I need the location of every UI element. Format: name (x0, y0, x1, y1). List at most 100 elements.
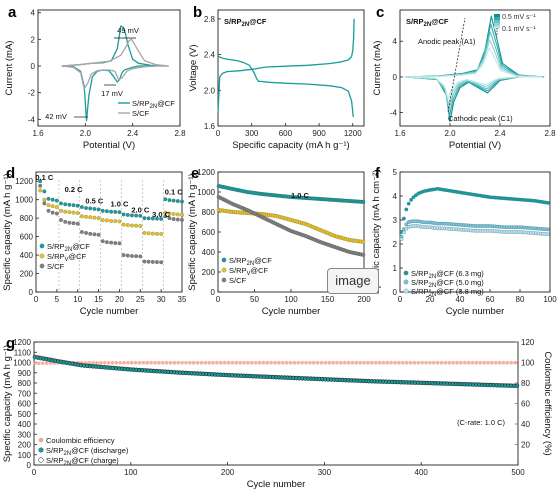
rate-point (155, 216, 159, 221)
rate-point (163, 214, 168, 219)
x-tick-label: 1200 (344, 129, 362, 138)
rate-point (138, 224, 143, 228)
rate-point (109, 240, 113, 245)
coulombic-efficiency-point (153, 360, 157, 365)
rate-point (54, 198, 59, 203)
rate-point (67, 202, 72, 207)
coulombic-efficiency-point (408, 360, 413, 365)
chart-panel-d: d 0 5 10 15 20 25 30 35 0 200 400 600 800 1000 1200 Cyc… (2, 165, 187, 317)
chart-panel-e: e 0 50 100 150 200 0 200 400 600 800 1000 1200 Cycle… (187, 165, 371, 317)
areal-capacity-point (546, 227, 550, 232)
rate-point (150, 231, 155, 236)
y-tick-label: -4 (390, 109, 398, 118)
voltage-profile-discharge (217, 55, 354, 118)
coulombic-efficiency-point (366, 360, 370, 365)
coulombic-efficiency-point (219, 360, 223, 365)
scan-rate-legend-bar (494, 14, 500, 17)
coulombic-efficiency-point (358, 360, 363, 365)
rate-label: 2.0 C (131, 206, 150, 215)
x-tick-label: 100 (124, 468, 138, 477)
coulombic-efficiency-point (397, 360, 401, 365)
x-tick-label: 0 (216, 295, 221, 304)
coulombic-efficiency-point (102, 361, 107, 365)
rate-point (105, 218, 109, 223)
panel-letter-c: c (376, 4, 384, 21)
rate-point (121, 222, 126, 227)
y-tick-label: 700 (18, 389, 32, 398)
areal-capacity-point (404, 222, 409, 227)
coulombic-efficiency-point (311, 360, 316, 365)
rate-point (159, 232, 164, 236)
y-tick-label: 4 (393, 192, 398, 201)
c-rate-annotation: (C-rate: 1.0 C) (457, 418, 505, 427)
x-tick-label: 2.4 (494, 129, 506, 138)
x-tick-label: 5 (55, 295, 60, 304)
cycle-point (361, 252, 366, 257)
x-tick-label: 35 (178, 295, 187, 304)
legend-entry: S/RPV@CF (47, 252, 87, 263)
x-tick-label: 80 (516, 295, 525, 304)
coulombic-efficiency-point (164, 360, 169, 365)
scan-rate-legend-high: 0.5 mV s⁻¹ (502, 14, 536, 21)
y-tick-label: 1.6 (204, 122, 216, 131)
coulombic-efficiency-point (199, 360, 204, 365)
rate-point (96, 232, 101, 237)
plot-area-b: 0 300 600 900 1200 1.6 2.0 2.4 2.8 Specific capac… (188, 9, 365, 151)
rate-point (50, 197, 55, 202)
axes-frame (37, 9, 181, 127)
coulombic-efficiency-point (335, 360, 339, 365)
x-tick-label: 2.0 (444, 129, 456, 138)
rate-point (67, 220, 72, 225)
rate-label: 0.1 C (35, 173, 54, 182)
coulombic-efficiency-point (308, 360, 312, 365)
y-axis-label: Current (mA) (4, 41, 15, 96)
legend-marker (221, 267, 227, 273)
rate-point (63, 209, 68, 214)
coulombic-efficiency-point (393, 360, 397, 365)
y-tick-label: 3 (393, 216, 398, 225)
scan-rate-legend-bar (494, 26, 500, 29)
rate-point (92, 215, 97, 220)
coulombic-efficiency-point (172, 360, 177, 365)
y-tick-label: 0 (27, 461, 32, 470)
coulombic-efficiency-point (118, 360, 122, 365)
x-tick-label: 60 (486, 295, 495, 304)
coulombic-efficiency-point (482, 360, 486, 365)
coulombic-efficiency-point (180, 360, 184, 365)
rate-point (130, 223, 134, 228)
y-tick-label: 1000 (15, 196, 33, 205)
coulombic-efficiency-point (98, 361, 103, 365)
rate-point (138, 254, 143, 259)
y-tick-label: 800 (20, 214, 34, 223)
areal-capacity-point (402, 216, 406, 221)
areal-capacity-point (411, 195, 416, 200)
y-tick-label: 600 (18, 400, 32, 409)
x-tick-label: 1.6 (32, 129, 44, 138)
rate-point (113, 219, 118, 224)
legend-charge: S/RP2N@CF (charge) (46, 456, 119, 467)
coulombic-efficiency-point (377, 360, 382, 365)
rate-point (150, 216, 155, 221)
rate-point (134, 223, 139, 228)
coulombic-efficiency-point (261, 360, 266, 365)
coulombic-efficiency-point (195, 360, 200, 365)
coulombic-efficiency-point (443, 360, 448, 365)
y2-tick-label: 60 (521, 400, 530, 409)
coulombic-efficiency-point (160, 360, 165, 365)
rate-point (50, 210, 55, 215)
x-tick-label: 200 (357, 295, 371, 304)
x-tick-label: 20 (115, 295, 124, 304)
coulombic-efficiency-point (424, 360, 428, 365)
rate-annotation: 1.0 C (291, 191, 310, 200)
y2-tick-label: 100 (521, 359, 535, 368)
y-tick-label: 200 (20, 270, 34, 279)
y-tick-label: 900 (18, 369, 32, 378)
x-tick-label: 25 (136, 295, 145, 304)
coulombic-efficiency-point (207, 360, 212, 365)
y-tick-label: 1200 (197, 168, 215, 177)
legend-marker-discharge (38, 447, 44, 453)
scan-rate-legend-low: 0.1 mV s⁻¹ (502, 26, 536, 33)
panel-letter-f: f (375, 165, 381, 182)
y-tick-label: 1 (393, 264, 398, 273)
x-tick-label: 50 (250, 295, 259, 304)
